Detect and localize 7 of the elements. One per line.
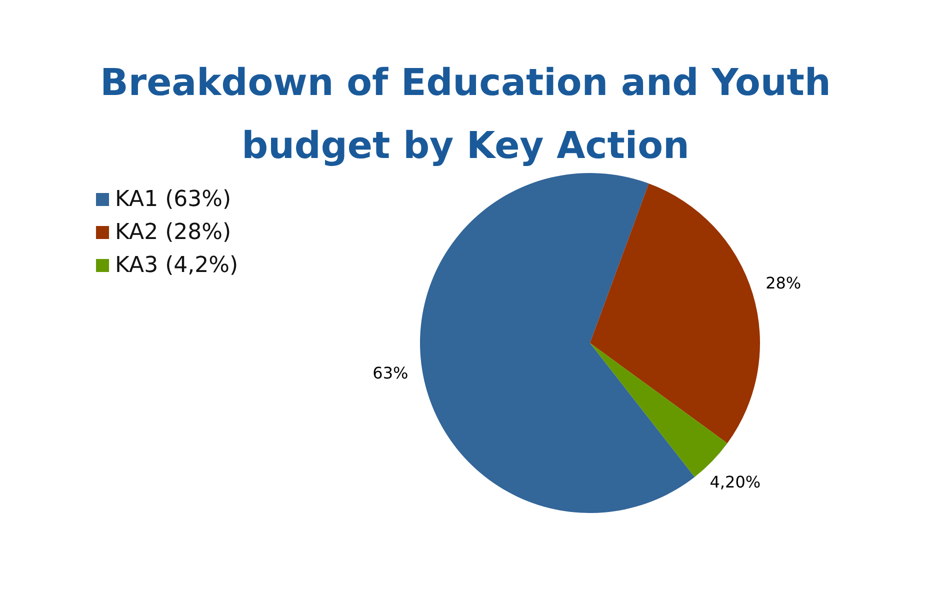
- legend-label: KA3 (4,2%): [115, 253, 238, 278]
- legend-label: KA2 (28%): [115, 220, 232, 245]
- data-label: 28%: [766, 274, 802, 293]
- chart-title: Breakdown of Education and Youth budget by Key Action: [99, 60, 832, 169]
- data-label: 63%: [372, 363, 408, 382]
- legend-label: KA1 (63%): [115, 187, 232, 212]
- data-label: 4,20%: [710, 472, 761, 492]
